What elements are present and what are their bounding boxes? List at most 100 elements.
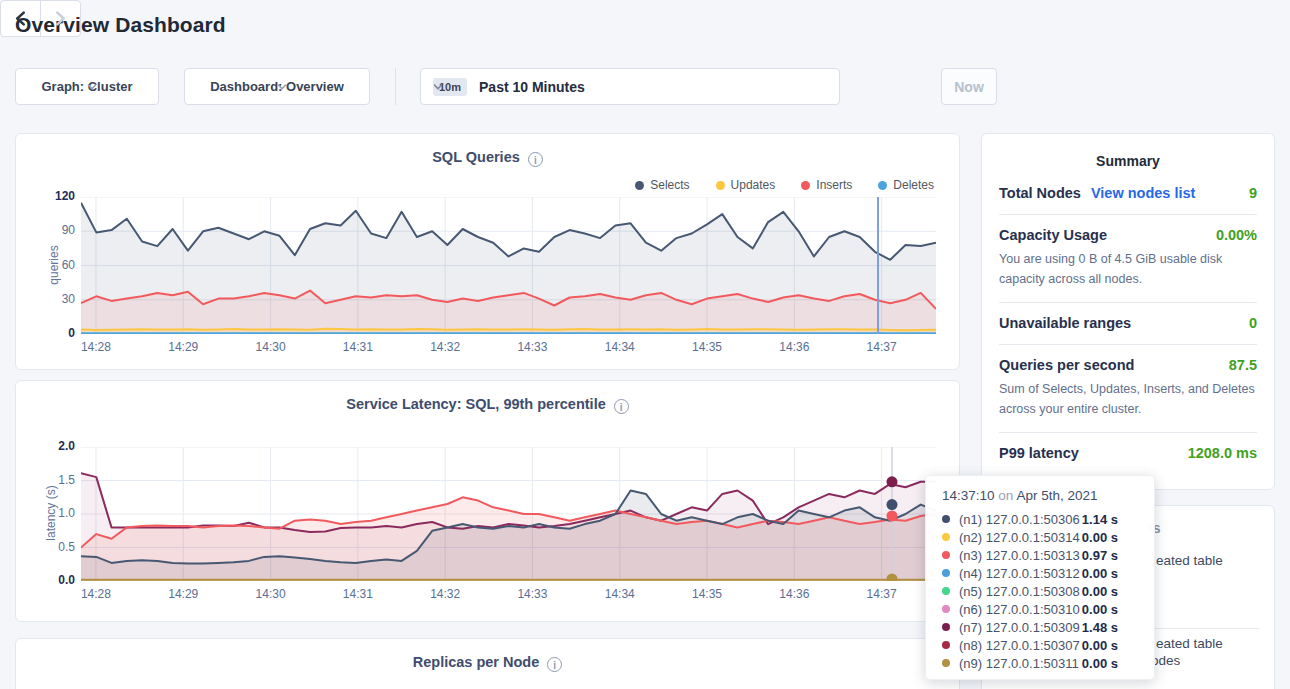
x-axis-tick: 14:37	[858, 340, 906, 354]
stat-value: 0	[1249, 315, 1257, 331]
x-axis-tick: 14:28	[72, 587, 120, 601]
tooltip-timestamp: 14:37:10 on Apr 5th, 2021	[942, 488, 1140, 503]
now-button[interactable]: Now	[941, 68, 997, 105]
dashboard-dropdown[interactable]: Dashboard: Overview	[184, 68, 370, 105]
stat-description: Sum of Selects, Updates, Inserts, and De…	[999, 379, 1257, 419]
highlight-dot	[886, 499, 897, 510]
stat-label: P99 latency	[999, 445, 1079, 461]
info-icon[interactable]: i	[547, 657, 562, 672]
service-latency-chart-panel: Service Latency: SQL, 99th percentile i 0…	[15, 380, 960, 622]
legend-dot	[801, 181, 810, 190]
node-address: (n6) 127.0.0.1:50310	[959, 602, 1080, 617]
y-axis-tick: 0	[17, 326, 75, 340]
graph-dropdown[interactable]: Graph: Cluster	[15, 68, 159, 105]
x-axis-tick: 14:36	[770, 340, 818, 354]
tooltip-node-row: (n4) 127.0.0.1:503120.00 s	[942, 564, 1140, 582]
info-icon[interactable]: i	[528, 152, 543, 167]
node-address: (n4) 127.0.0.1:50312	[959, 566, 1080, 581]
stat-label: Total Nodes	[999, 185, 1081, 201]
stat-value: 1208.0 ms	[1188, 445, 1257, 461]
legend-item-updates[interactable]: Updates	[716, 178, 776, 192]
node-latency-value: 0.00 s	[1082, 638, 1118, 653]
info-icon[interactable]: i	[614, 399, 629, 414]
chevron-down-icon	[433, 82, 443, 92]
node-latency-value: 0.00 s	[1082, 530, 1118, 545]
events-divider	[1155, 628, 1260, 629]
x-axis-tick: 14:29	[159, 587, 207, 601]
sql-queries-plot[interactable]	[81, 197, 936, 334]
tooltip-node-row: (n6) 127.0.0.1:503100.00 s	[942, 600, 1140, 618]
x-axis-tick: 14:35	[683, 340, 731, 354]
event-text-fragment: eated table	[1156, 553, 1223, 568]
stat-label: Queries per second	[999, 357, 1134, 373]
chevron-down-icon	[277, 82, 287, 92]
summary-stat: P99 latency 1208.0 ms	[999, 432, 1257, 474]
legend-item-selects[interactable]: Selects	[635, 178, 689, 192]
series-line-Updates	[81, 329, 936, 331]
x-axis-tick: 14:34	[596, 587, 644, 601]
event-text-fragment: eated table	[1156, 636, 1223, 651]
node-address: (n7) 127.0.0.1:50309	[959, 620, 1080, 635]
node-color-dot	[942, 551, 950, 559]
node-color-dot	[942, 623, 950, 631]
summary-title: Summary	[982, 134, 1274, 169]
stat-value: 0.00%	[1216, 227, 1257, 243]
event-text-fragment: odes	[1151, 653, 1180, 668]
summary-panel: Summary Total NodesView nodes list9Capac…	[981, 133, 1275, 490]
y-axis-tick: 0.0	[17, 573, 75, 587]
x-axis-tick: 14:28	[72, 340, 120, 354]
node-address: (n9) 127.0.0.1:50311	[959, 656, 1079, 671]
y-axis-tick: 0.5	[17, 540, 75, 554]
node-address: (n5) 127.0.0.1:50308	[959, 584, 1080, 599]
y-axis-tick: 90	[17, 223, 75, 237]
summary-stat: Capacity Usage 0.00% You are using 0 B of …	[999, 214, 1257, 302]
x-axis-tick: 14:31	[334, 340, 382, 354]
highlight-dot	[886, 511, 897, 522]
tooltip-node-row: (n1) 127.0.0.1:503061.14 s	[942, 510, 1140, 528]
legend-item-inserts[interactable]: Inserts	[801, 178, 852, 192]
x-axis-tick: 14:31	[334, 587, 382, 601]
tooltip-node-row: (n8) 127.0.0.1:503070.00 s	[942, 636, 1140, 654]
legend-label: Updates	[731, 178, 776, 192]
x-axis-tick: 14:30	[247, 340, 295, 354]
chevron-down-icon	[87, 82, 97, 92]
x-axis-tick: 14:36	[770, 587, 818, 601]
legend-item-deletes[interactable]: Deletes	[878, 178, 934, 192]
node-color-dot	[942, 605, 950, 613]
node-latency-value: 0.00 s	[1082, 602, 1118, 617]
node-color-dot	[942, 515, 950, 523]
latency-plot[interactable]	[81, 447, 936, 581]
stat-label: Capacity Usage	[999, 227, 1107, 243]
chart-title: SQL Queries	[432, 149, 520, 165]
stat-value: 87.5	[1229, 357, 1257, 373]
node-address: (n3) 127.0.0.1:50313	[959, 548, 1080, 563]
node-latency-value: 0.00 s	[1082, 656, 1118, 671]
stat-description: You are using 0 B of 4.5 GiB usable disk…	[999, 249, 1257, 289]
node-latency-value: 0.00 s	[1082, 566, 1118, 581]
tooltip-node-row: (n9) 127.0.0.1:503110.00 s	[942, 654, 1140, 672]
view-nodes-list-link[interactable]: View nodes list	[1091, 185, 1196, 201]
node-color-dot	[942, 659, 950, 667]
page-title: Overview Dashboard	[15, 13, 226, 37]
time-range-selector[interactable]: 10m Past 10 Minutes	[420, 68, 840, 105]
node-latency-value: 0.97 s	[1082, 548, 1118, 563]
summary-stat: Queries per second 87.5 Sum of Selects, Up…	[999, 344, 1257, 432]
x-axis-tick: 14:29	[159, 340, 207, 354]
y-axis-label: queries	[47, 245, 61, 284]
highlight-dot	[886, 476, 897, 487]
chart-title: Replicas per Node	[413, 654, 540, 670]
y-axis-tick: 2.0	[17, 439, 75, 453]
chart-legend: Selects Updates Inserts Deletes	[635, 178, 934, 192]
summary-stat: Unavailable ranges 0	[999, 302, 1257, 344]
chart-title: Service Latency: SQL, 99th percentile	[346, 396, 606, 412]
y-axis-tick: 120	[17, 189, 75, 203]
node-latency-value: 1.48 s	[1082, 620, 1118, 635]
legend-dot	[716, 181, 725, 190]
x-axis-tick: 14:33	[508, 340, 556, 354]
x-axis-tick: 14:32	[421, 340, 469, 354]
x-axis-tick: 14:32	[421, 587, 469, 601]
stat-label: Unavailable ranges	[999, 315, 1131, 331]
sql-queries-chart-panel: SQL Queries i Selects Updates Inserts Delete…	[15, 133, 960, 370]
y-axis-label: latency (s)	[44, 485, 58, 540]
x-axis-tick: 14:37	[858, 587, 906, 601]
